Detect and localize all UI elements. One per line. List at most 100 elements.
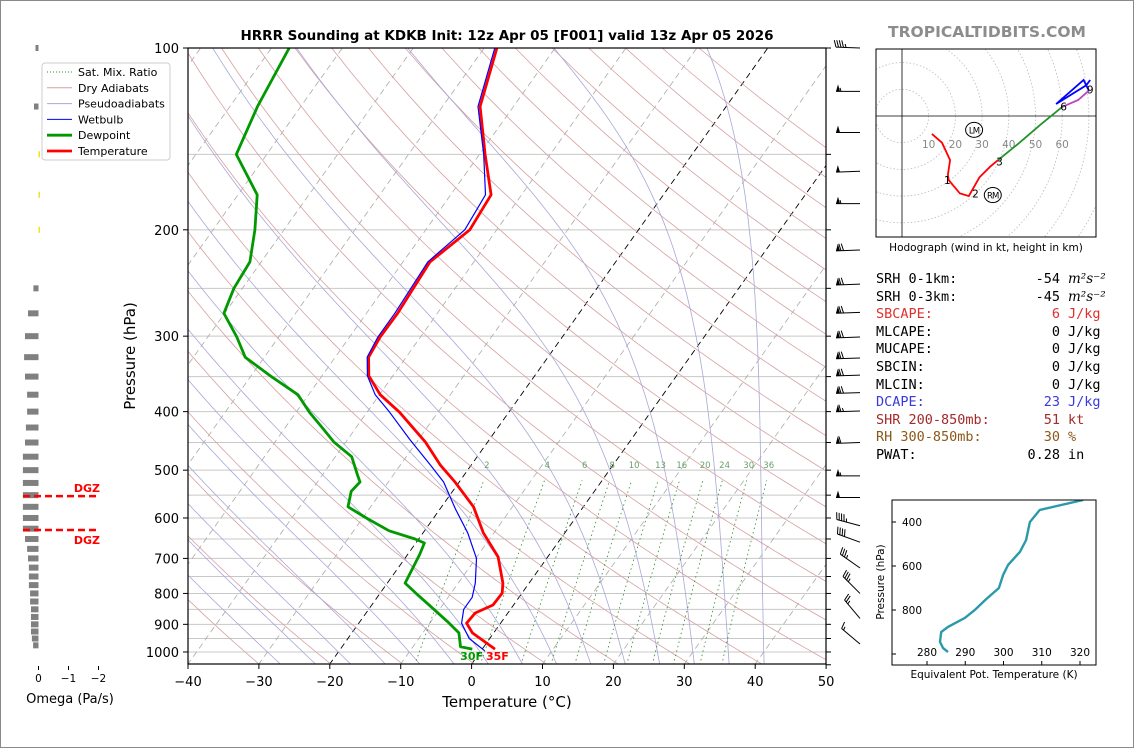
stat-unit: J/kg xyxy=(1068,306,1101,323)
wind-barb xyxy=(836,84,860,92)
dry-adiabat xyxy=(188,290,619,664)
barb-half xyxy=(843,626,846,631)
skewt-profiles xyxy=(222,48,505,652)
mixing-ratio-line xyxy=(520,480,583,664)
hodograph-trace xyxy=(931,133,999,198)
stat-label: DCAPE: xyxy=(876,394,925,411)
barb-pennant xyxy=(836,84,840,92)
stat-unit: J/kg xyxy=(1068,394,1101,411)
storm-motion-label: LM xyxy=(969,126,980,136)
y-tick-label: 400 xyxy=(154,406,179,421)
stat-value: 6 xyxy=(1051,306,1060,323)
barb-full xyxy=(836,526,839,535)
barb-stem xyxy=(840,553,861,569)
mixing-ratio-line xyxy=(414,480,485,664)
isotherm xyxy=(400,65,826,664)
omega-bar xyxy=(22,453,39,460)
wind-barb xyxy=(833,39,861,49)
dry-adiabat xyxy=(441,48,826,368)
stat-row: DCAPE: 23 J/kg xyxy=(876,394,1106,412)
omega-bar xyxy=(22,467,39,474)
theta-e-x-tick-label: 300 xyxy=(993,647,1013,659)
barb-full xyxy=(845,595,851,603)
skewt-axes: 2 4 6 8 10 13 16 20 24 30 361002003004005006007008… xyxy=(121,42,834,711)
wind-barb xyxy=(835,404,861,413)
hodograph-height-label: 6 xyxy=(1060,102,1067,114)
dry-adiabat xyxy=(404,48,826,402)
stat-unit: m²s⁻² xyxy=(1068,271,1106,287)
stat-unit: % xyxy=(1068,429,1077,446)
stat-label: MLCAPE: xyxy=(876,323,933,340)
hodograph: 10 20 30 40 50 60 1 2 3 6 9 LM RM Hodograph (wind in … xyxy=(875,48,1097,254)
barb-full xyxy=(839,547,844,555)
omega-bar xyxy=(28,555,39,562)
omega-bar xyxy=(25,333,39,340)
barb-pennant xyxy=(836,125,840,133)
barb-pennant xyxy=(836,468,840,476)
stat-unit: J/kg xyxy=(1068,358,1101,375)
omega-bar xyxy=(30,598,39,605)
omega-bar xyxy=(28,582,39,589)
x-axis-label: Temperature (°C) xyxy=(441,693,571,711)
barb-stem xyxy=(836,519,861,527)
stat-value: 30 xyxy=(1043,429,1060,446)
x-tick-label: 10 xyxy=(534,675,551,690)
barb-half xyxy=(841,407,844,412)
isotherm xyxy=(329,48,769,664)
pseudoadiabat xyxy=(188,270,523,664)
stat-row: SBCIN: 0 J/kg xyxy=(876,359,1106,377)
omega-axis-label: Omega (Pa/s) xyxy=(26,692,114,707)
barb-full xyxy=(840,277,844,285)
omega-bar xyxy=(28,310,39,317)
stat-row: SRH 0-1km: -54 m²s⁻² xyxy=(876,271,1106,289)
barb-stem xyxy=(835,170,861,173)
mixing-ratio-line xyxy=(626,480,680,664)
theta-e-x-tick-label: 290 xyxy=(955,647,975,659)
barb-stem xyxy=(835,392,861,394)
surface-dewpoint-label: 30F xyxy=(460,650,483,663)
barb-full xyxy=(842,569,848,577)
barb-full xyxy=(840,305,844,314)
stat-row: SRH 0-3km: -45 m²s⁻² xyxy=(876,289,1106,307)
theta-e-y-tick-label: 600 xyxy=(902,561,922,573)
barb-stem xyxy=(835,410,861,413)
mixing-ratio-label: 2 xyxy=(484,461,489,471)
x-tick-label: −30 xyxy=(245,675,272,690)
hodograph-height-label: 3 xyxy=(996,156,1003,168)
dry-adiabat xyxy=(221,48,826,582)
barb-stem xyxy=(835,283,861,286)
dry-adiabat xyxy=(515,48,826,303)
dry-adiabat xyxy=(188,599,260,664)
barb-half xyxy=(839,199,842,204)
dry-adiabat xyxy=(368,48,826,437)
stat-label: SRH 0-3km: xyxy=(876,288,958,305)
stat-unit: in xyxy=(1068,446,1085,463)
dry-adiabat xyxy=(188,171,763,664)
omega-bar xyxy=(25,439,39,446)
legend-label: Temperature xyxy=(77,145,148,158)
wind-barb xyxy=(835,243,861,252)
wind-barb xyxy=(844,593,861,619)
omega-bar xyxy=(33,642,39,649)
mixing-ratio-line xyxy=(721,480,768,664)
omega-bar xyxy=(27,391,39,398)
mixing-ratio-label: 13 xyxy=(655,461,666,471)
pseudoadiabat xyxy=(188,328,489,664)
dry-adiabat xyxy=(478,48,826,335)
y-axis-label: Pressure (hPa) xyxy=(121,302,139,410)
theta-e-y-tick-label: 400 xyxy=(902,517,922,529)
isotherm xyxy=(258,48,698,664)
wind-barb xyxy=(842,569,861,594)
mixing-ratio-label: 30 xyxy=(743,461,754,471)
temperature-profile xyxy=(367,48,505,651)
dry-adiabat xyxy=(188,52,826,621)
barb-stem xyxy=(835,311,861,314)
storm-motion-marker xyxy=(983,187,1002,204)
omega-bar xyxy=(25,373,39,380)
wind-barb xyxy=(836,468,860,477)
barb-stem xyxy=(835,249,861,252)
barb-pennant xyxy=(836,196,840,204)
omega-tick-label: 0 xyxy=(35,673,42,685)
dry-adiabat xyxy=(188,535,332,664)
dry-adiabat xyxy=(257,48,826,545)
